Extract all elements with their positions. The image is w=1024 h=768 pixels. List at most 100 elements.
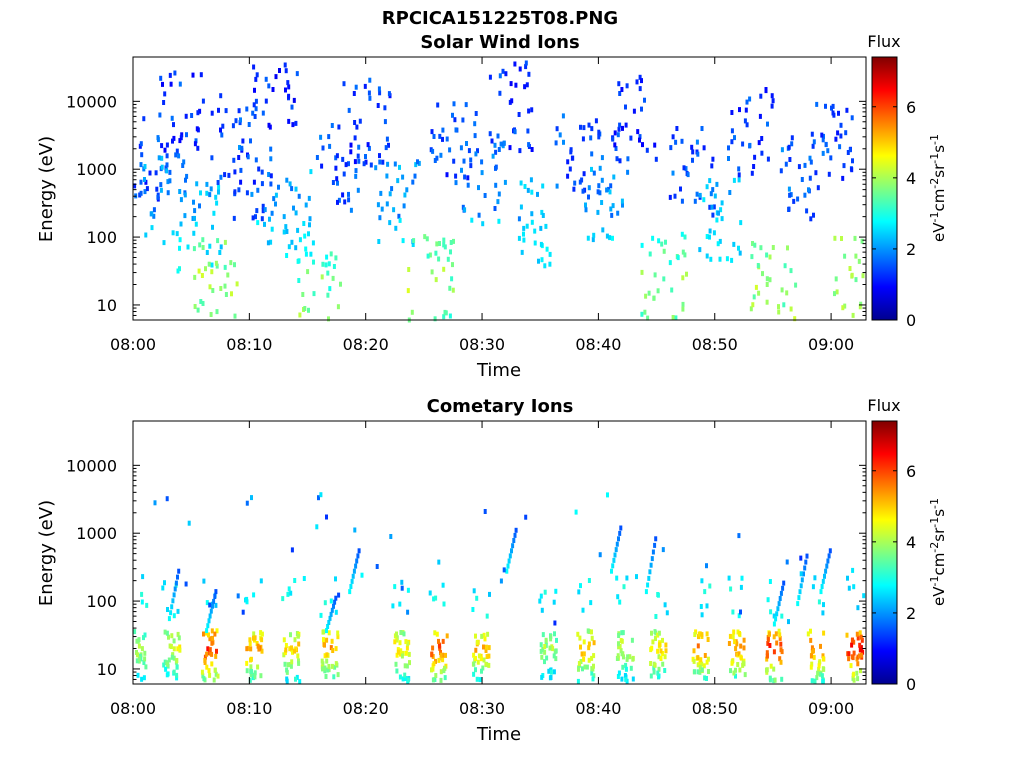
flux-cell [530, 211, 534, 217]
flux-cell [266, 240, 270, 246]
flux-cell [295, 71, 299, 77]
flux-cell [483, 636, 487, 642]
flux-cell [303, 233, 307, 239]
flux-cell [352, 568, 356, 574]
flux-cell [430, 269, 434, 275]
flux-cell [353, 135, 357, 141]
flux-cell [201, 301, 205, 306]
flux-cell [696, 662, 700, 668]
flux-cell [778, 635, 782, 641]
flux-cell [663, 602, 667, 608]
flux-cell [210, 661, 214, 667]
flux-cell [386, 161, 390, 167]
flux-cell [771, 98, 775, 104]
flux-cell [482, 644, 485, 650]
flux-cell [248, 641, 252, 647]
flux-cell [624, 104, 627, 110]
flux-cell [760, 136, 764, 141]
flux-cell [331, 648, 335, 653]
flux-cell [437, 256, 441, 262]
flux-cell [541, 213, 545, 218]
flux-cell [321, 661, 325, 667]
flux-cell [272, 196, 276, 202]
flux-cell [463, 207, 467, 213]
flux-cell [653, 272, 657, 278]
flux-cell [398, 601, 402, 607]
flux-cell [807, 187, 810, 193]
flux-cell [664, 642, 668, 648]
flux-cell [581, 607, 585, 613]
flux-cell [698, 192, 702, 198]
flux-cell [692, 658, 696, 664]
flux-cell [474, 647, 478, 653]
flux-cell [474, 667, 477, 673]
flux-cell [380, 206, 384, 212]
flux-cell [613, 130, 617, 136]
flux-cell [758, 113, 762, 119]
flux-cell [213, 667, 217, 673]
flux-cell [207, 261, 211, 267]
flux-cell [269, 181, 273, 187]
flux-cell [334, 165, 338, 171]
flux-cell [143, 632, 147, 638]
flux-cell [508, 145, 512, 151]
flux-cell [364, 154, 367, 159]
flux-cell [267, 122, 271, 128]
flux-cell [770, 103, 774, 109]
flux-cell [831, 103, 835, 109]
flux-cell [779, 168, 783, 174]
flux-cell [206, 646, 210, 652]
flux-cell [302, 576, 306, 581]
flux-cell [770, 93, 774, 99]
flux-cell [860, 637, 864, 643]
flux-cell [432, 596, 436, 602]
flux-cell [702, 145, 706, 151]
flux-cell [250, 669, 253, 674]
flux-cell [368, 95, 372, 101]
flux-cell [517, 235, 521, 241]
flux-cell [434, 673, 438, 678]
flux-cell [224, 292, 228, 297]
flux-cell [848, 266, 852, 271]
flux-cell [206, 623, 210, 629]
flux-cell [411, 179, 415, 185]
flux-cell [839, 133, 843, 139]
flux-cell [699, 657, 703, 663]
flux-cell [821, 137, 825, 143]
flux-cell [252, 635, 255, 641]
flux-cell [750, 254, 754, 260]
flux-cell [819, 589, 823, 595]
flux-cell [848, 147, 852, 153]
flux-cell [817, 663, 821, 669]
flux-cell [290, 104, 294, 110]
flux-cell [249, 138, 252, 144]
flux-cell [732, 241, 736, 247]
flux-cell [554, 656, 558, 662]
flux-cell [233, 189, 237, 195]
flux-cell [331, 275, 335, 281]
flux-cell [442, 266, 446, 272]
flux-cell [647, 290, 651, 296]
flux-cell [766, 597, 770, 603]
flux-cell [270, 210, 274, 216]
flux-cell [304, 202, 308, 208]
y-tick-label: 10000 [66, 456, 117, 475]
flux-cell [335, 153, 339, 159]
flux-cell [640, 78, 643, 84]
flux-cell [715, 217, 719, 223]
flux-cell [377, 86, 381, 92]
flux-cell [548, 261, 552, 267]
flux-cell [695, 191, 699, 197]
flux-cell [621, 202, 624, 208]
flux-cell [648, 251, 652, 257]
flux-cell [241, 138, 245, 144]
flux-cell [774, 631, 778, 637]
flux-cell [139, 179, 143, 185]
flux-cell [179, 197, 183, 203]
flux-cell [501, 68, 505, 74]
flux-cell [133, 183, 137, 189]
flux-cell [788, 192, 792, 198]
flux-cell [605, 187, 609, 193]
flux-cell [663, 668, 667, 673]
flux-cell [137, 637, 141, 643]
